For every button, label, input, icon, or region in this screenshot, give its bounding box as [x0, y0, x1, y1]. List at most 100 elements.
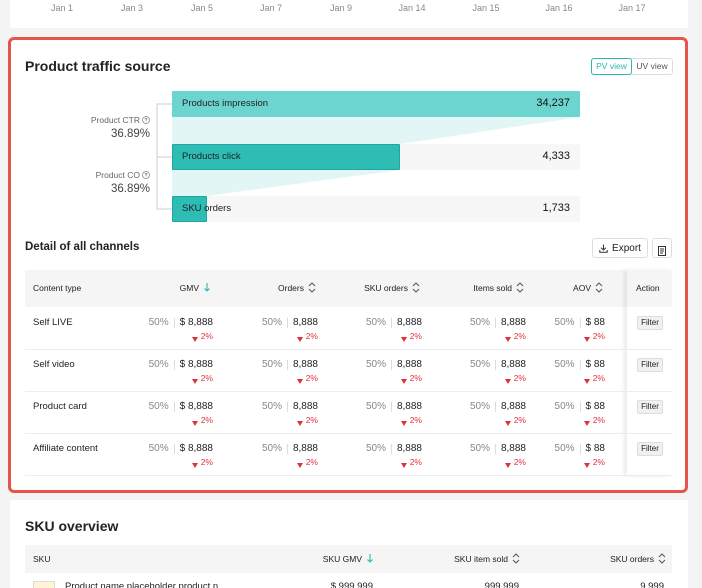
column-header[interactable]: SKU item sold: [454, 553, 520, 564]
change: 2%: [400, 373, 422, 384]
section-title: Product traffic source: [25, 58, 171, 74]
sort-icon: [366, 553, 374, 564]
metric-cell: 50% $ 88: [555, 359, 605, 370]
export-button[interactable]: Export: [592, 238, 648, 258]
filter-button[interactable]: Filter: [637, 358, 663, 372]
change-value: 2%: [305, 415, 318, 425]
report-button[interactable]: [652, 238, 672, 258]
column-header-text[interactable]: AOV: [573, 282, 591, 293]
cell-divider: [494, 359, 496, 370]
funnel-value: 34,237: [536, 97, 570, 109]
column-header[interactable]: Items sold: [473, 282, 524, 293]
column-header[interactable]: SKU orders: [610, 553, 666, 564]
column-header-text[interactable]: SKU item sold: [454, 553, 508, 564]
share: 50%: [554, 317, 575, 328]
metric-value: 36.89%: [110, 183, 150, 195]
change: 2%: [191, 373, 213, 384]
share: 50%: [365, 443, 386, 454]
view-toggle[interactable]: PV view UV view: [591, 58, 673, 75]
metric-cell: 50% 8,888: [366, 443, 422, 454]
cell-divider: [390, 317, 392, 328]
metric-cell: 50% 8,888: [366, 359, 422, 370]
column-header-text[interactable]: Items sold: [473, 282, 512, 293]
share: 50%: [469, 317, 490, 328]
column-header-text[interactable]: SKU GMV: [322, 553, 362, 564]
cell-divider: [390, 359, 392, 370]
x-axis-label: Jan 9: [329, 3, 353, 13]
column-header-text[interactable]: Orders: [278, 282, 304, 293]
cell-divider: [286, 359, 288, 370]
sort-icon-svg: [595, 282, 603, 293]
share: 50%: [365, 317, 386, 328]
column-header[interactable]: Orders: [278, 282, 316, 293]
sku-thumbnail: [33, 581, 55, 588]
change-value: 2%: [200, 415, 213, 425]
filter-button[interactable]: Filter: [637, 316, 663, 330]
info-icon: [142, 116, 150, 124]
down-triangle: [296, 334, 303, 342]
x-axis-label: Jan 15: [472, 3, 500, 13]
change: 2%: [296, 373, 318, 384]
metric-cell: 50% $ 8,888: [149, 317, 213, 328]
sku-value: 999,999: [484, 581, 519, 588]
share: 50%: [148, 317, 169, 328]
column-header-text[interactable]: SKU orders: [364, 282, 408, 293]
metric-cell: 50% $ 8,888: [149, 443, 213, 454]
column-header-text[interactable]: GMV: [179, 282, 199, 293]
filter-button[interactable]: Filter: [637, 442, 663, 456]
change-value: 2%: [513, 373, 526, 383]
column-header[interactable]: GMV: [180, 282, 211, 293]
content-type: Self LIVE: [33, 317, 73, 328]
column-header[interactable]: SKU orders: [364, 282, 420, 293]
share: 50%: [148, 401, 169, 412]
change-value: 2%: [592, 373, 605, 383]
sku-value: $ 999,999: [330, 581, 373, 588]
row-divider: [25, 391, 672, 392]
cell-divider: [173, 317, 175, 328]
column-header: SKU: [33, 554, 51, 564]
down-triangle: [400, 376, 407, 384]
cell-value: 8,888: [396, 359, 422, 370]
content-type: Affiliate content: [33, 443, 98, 454]
share: 50%: [469, 401, 490, 412]
cell-divider: [579, 401, 581, 412]
export-label[interactable]: Export: [612, 242, 641, 254]
down-triangle: [583, 418, 590, 426]
change-value: 2%: [200, 331, 213, 341]
down-triangle-svg: [400, 336, 407, 342]
down-triangle-svg: [400, 420, 407, 426]
x-axis-label: Jan 3: [120, 3, 144, 13]
column-header[interactable]: AOV: [573, 282, 603, 293]
column-header-text[interactable]: SKU orders: [610, 553, 654, 564]
share: 50%: [148, 359, 169, 370]
cell-divider: [390, 443, 392, 454]
sort-icon-svg: [512, 553, 520, 564]
cell-value: 8,888: [500, 317, 526, 328]
cell-value: 8,888: [500, 401, 526, 412]
funnel-label: Products click: [182, 151, 241, 162]
down-triangle: [191, 418, 198, 426]
share: 50%: [554, 401, 575, 412]
content-type: Self video: [33, 359, 75, 370]
down-triangle-svg: [191, 420, 198, 426]
change: 2%: [583, 415, 605, 426]
cell-value: 8,888: [292, 443, 318, 454]
change: 2%: [504, 331, 526, 342]
sort-icon-svg: [412, 282, 420, 293]
toggle-option-active[interactable]: PV view: [591, 58, 632, 75]
column-header[interactable]: SKU GMV: [323, 553, 374, 564]
filter-button[interactable]: Filter: [637, 400, 663, 414]
toggle-option[interactable]: UV view: [636, 61, 668, 71]
sku-card: [10, 500, 688, 588]
funnel-bar: [172, 144, 400, 170]
change: 2%: [583, 457, 605, 468]
x-axis-label: Jan 17: [618, 3, 646, 13]
cell-divider: [286, 317, 288, 328]
change: 2%: [504, 415, 526, 426]
metric-label: Product CTR: [91, 115, 150, 125]
metric-label-text: Product CO: [95, 170, 140, 180]
action-header-bg: [627, 270, 672, 307]
down-triangle: [191, 334, 198, 342]
